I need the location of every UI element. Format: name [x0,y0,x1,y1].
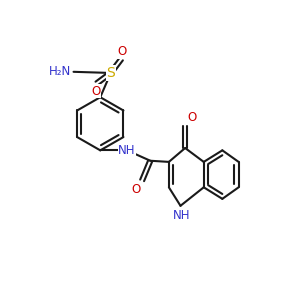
Text: O: O [188,111,197,124]
Text: H₂N: H₂N [49,65,71,78]
Text: NH: NH [118,144,136,157]
Text: O: O [118,45,127,58]
Text: O: O [91,85,100,98]
Text: O: O [132,183,141,196]
Text: S: S [106,66,115,80]
Text: NH: NH [173,209,190,222]
